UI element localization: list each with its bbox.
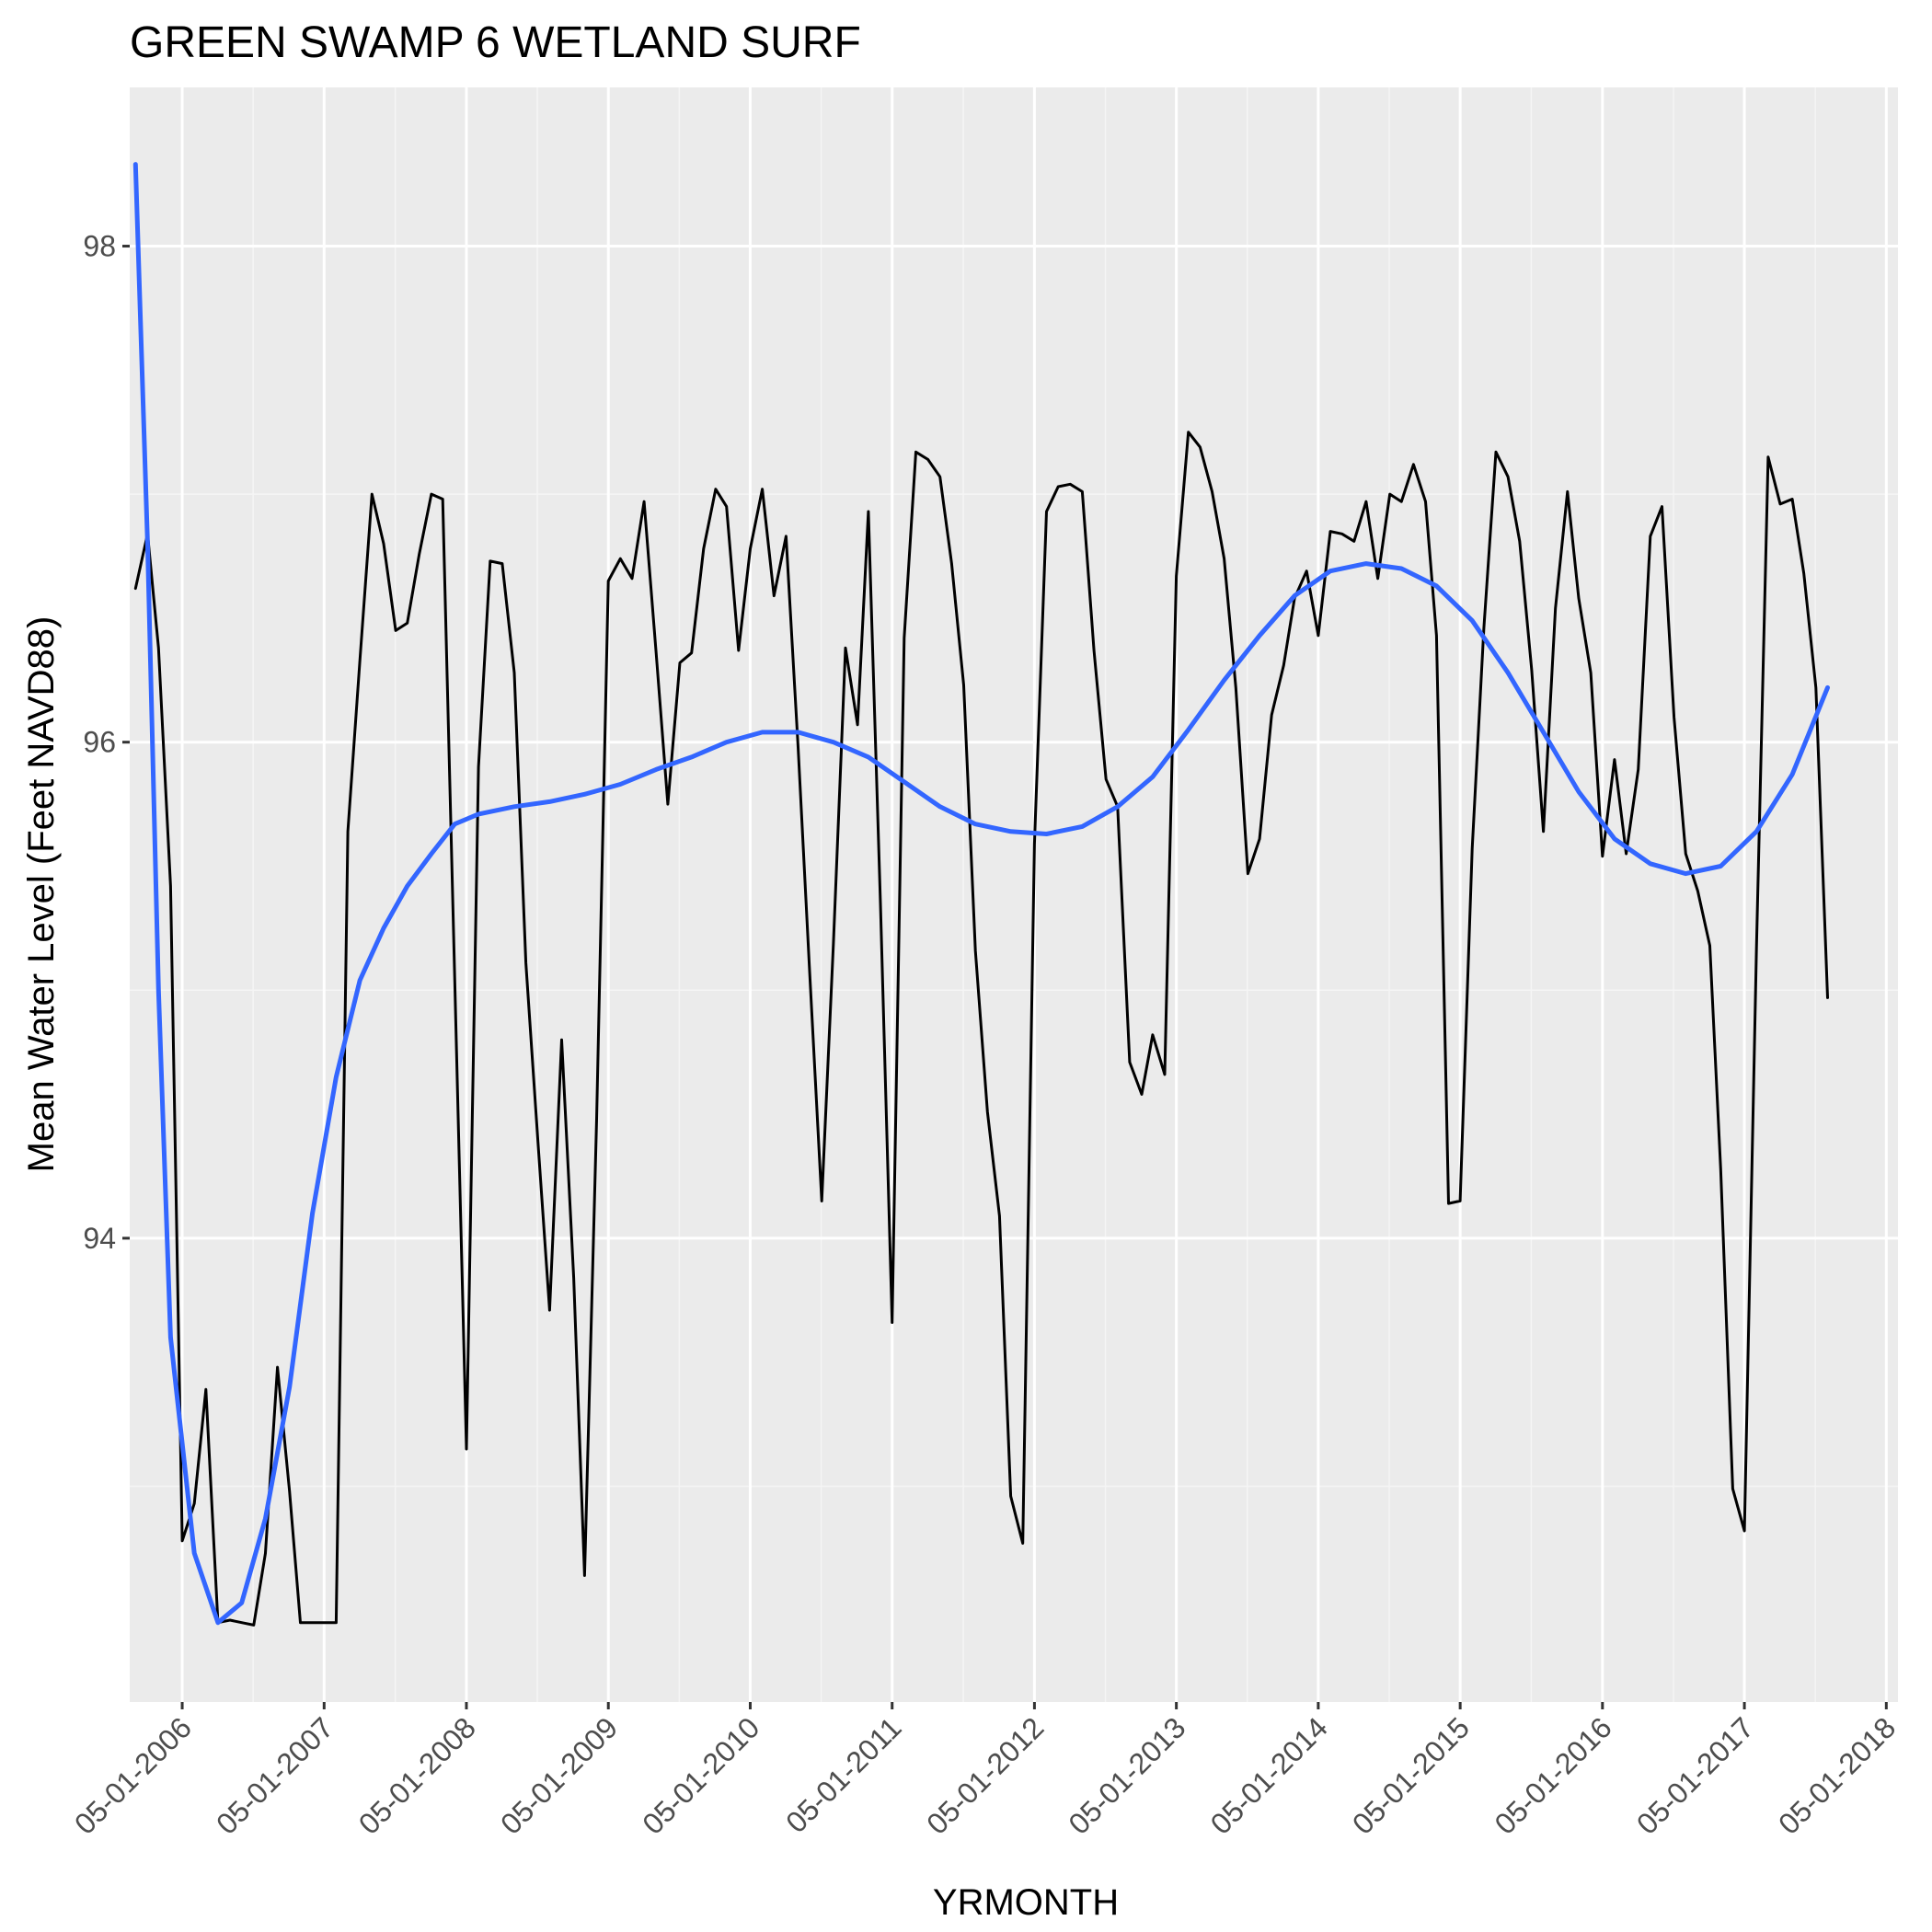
x-tick-label: 05-01-2017 — [1630, 1710, 1760, 1840]
series-layer — [132, 162, 1830, 1627]
minor-gridlines — [130, 87, 1898, 1702]
x-tick-label: 05-01-2007 — [210, 1710, 339, 1840]
x-tick-label: 05-01-2008 — [352, 1710, 482, 1840]
x-axis: 05-01-2006 05-01-2007 05-01-2008 05-01-2009… — [68, 1702, 1902, 1841]
y-tick-label: 98 — [83, 230, 116, 263]
x-tick-label: 05-01-2013 — [1062, 1710, 1191, 1840]
x-tick-label: 05-01-2006 — [68, 1710, 198, 1840]
x-tick-label: 05-01-2015 — [1346, 1710, 1476, 1840]
y-axis-label: Mean Water Level (Feet NAVD88) — [21, 616, 62, 1173]
smooth-trend-line — [132, 162, 1830, 1626]
y-tick-label: 96 — [83, 726, 116, 759]
x-tick-label: 05-01-2012 — [920, 1710, 1050, 1840]
x-tick-label: 05-01-2014 — [1204, 1710, 1334, 1840]
y-tick-label: 94 — [83, 1222, 116, 1255]
y-axis: 94 96 98 — [83, 230, 130, 1255]
x-tick-label: 05-01-2018 — [1772, 1710, 1902, 1840]
chart-title: GREEN SWAMP 6 WETLAND SURF — [130, 18, 861, 67]
x-tick-label: 05-01-2011 — [779, 1710, 908, 1839]
x-axis-label: YRMONTH — [933, 1882, 1119, 1923]
x-tick-label: 05-01-2010 — [636, 1710, 765, 1840]
x-tick-label: 05-01-2016 — [1489, 1710, 1618, 1840]
water-level-line — [133, 431, 1829, 1627]
x-tick-label: 05-01-2009 — [494, 1710, 624, 1840]
